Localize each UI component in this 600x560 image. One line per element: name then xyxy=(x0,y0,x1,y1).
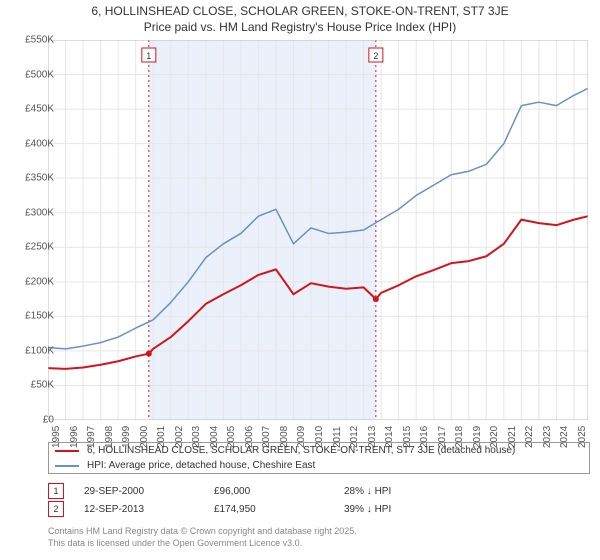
legend-swatch xyxy=(55,465,79,467)
svg-text:2: 2 xyxy=(373,51,378,61)
legend-row: 6, HOLLINSHEAD CLOSE, SCHOLAR GREEN, STO… xyxy=(49,443,589,458)
title-line-2: Price paid vs. HM Land Registry's House … xyxy=(0,20,600,36)
sale-delta: 28% ↓ HPI xyxy=(344,486,474,497)
chart-svg: 12 xyxy=(48,40,588,420)
attribution: Contains HM Land Registry data © Crown c… xyxy=(48,526,357,549)
svg-text:1: 1 xyxy=(146,51,151,61)
legend-row: HPI: Average price, detached house, Ches… xyxy=(49,458,589,473)
title-line-1: 6, HOLLINSHEAD CLOSE, SCHOLAR GREEN, STO… xyxy=(0,4,600,20)
attribution-line: This data is licensed under the Open Gov… xyxy=(48,538,357,550)
sale-rows: 1 29-SEP-2000 £96,000 28% ↓ HPI 2 12-SEP… xyxy=(48,482,474,518)
legend-label: HPI: Average price, detached house, Ches… xyxy=(87,460,315,471)
chart-area: 12 xyxy=(48,40,588,420)
sale-row: 1 29-SEP-2000 £96,000 28% ↓ HPI xyxy=(48,482,474,500)
legend-swatch xyxy=(55,450,79,452)
sale-marker-icon: 2 xyxy=(48,501,64,517)
sale-row: 2 12-SEP-2013 £174,950 39% ↓ HPI xyxy=(48,500,474,518)
sale-date: 12-SEP-2013 xyxy=(84,504,214,515)
chart-title: 6, HOLLINSHEAD CLOSE, SCHOLAR GREEN, STO… xyxy=(0,0,600,35)
sale-price: £96,000 xyxy=(214,486,344,497)
attribution-line: Contains HM Land Registry data © Crown c… xyxy=(48,526,357,538)
sale-marker-icon: 1 xyxy=(48,483,64,499)
legend: 6, HOLLINSHEAD CLOSE, SCHOLAR GREEN, STO… xyxy=(48,442,590,474)
sale-price: £174,950 xyxy=(214,504,344,515)
legend-label: 6, HOLLINSHEAD CLOSE, SCHOLAR GREEN, STO… xyxy=(87,445,515,456)
sale-delta: 39% ↓ HPI xyxy=(344,504,474,515)
sale-date: 29-SEP-2000 xyxy=(84,486,214,497)
